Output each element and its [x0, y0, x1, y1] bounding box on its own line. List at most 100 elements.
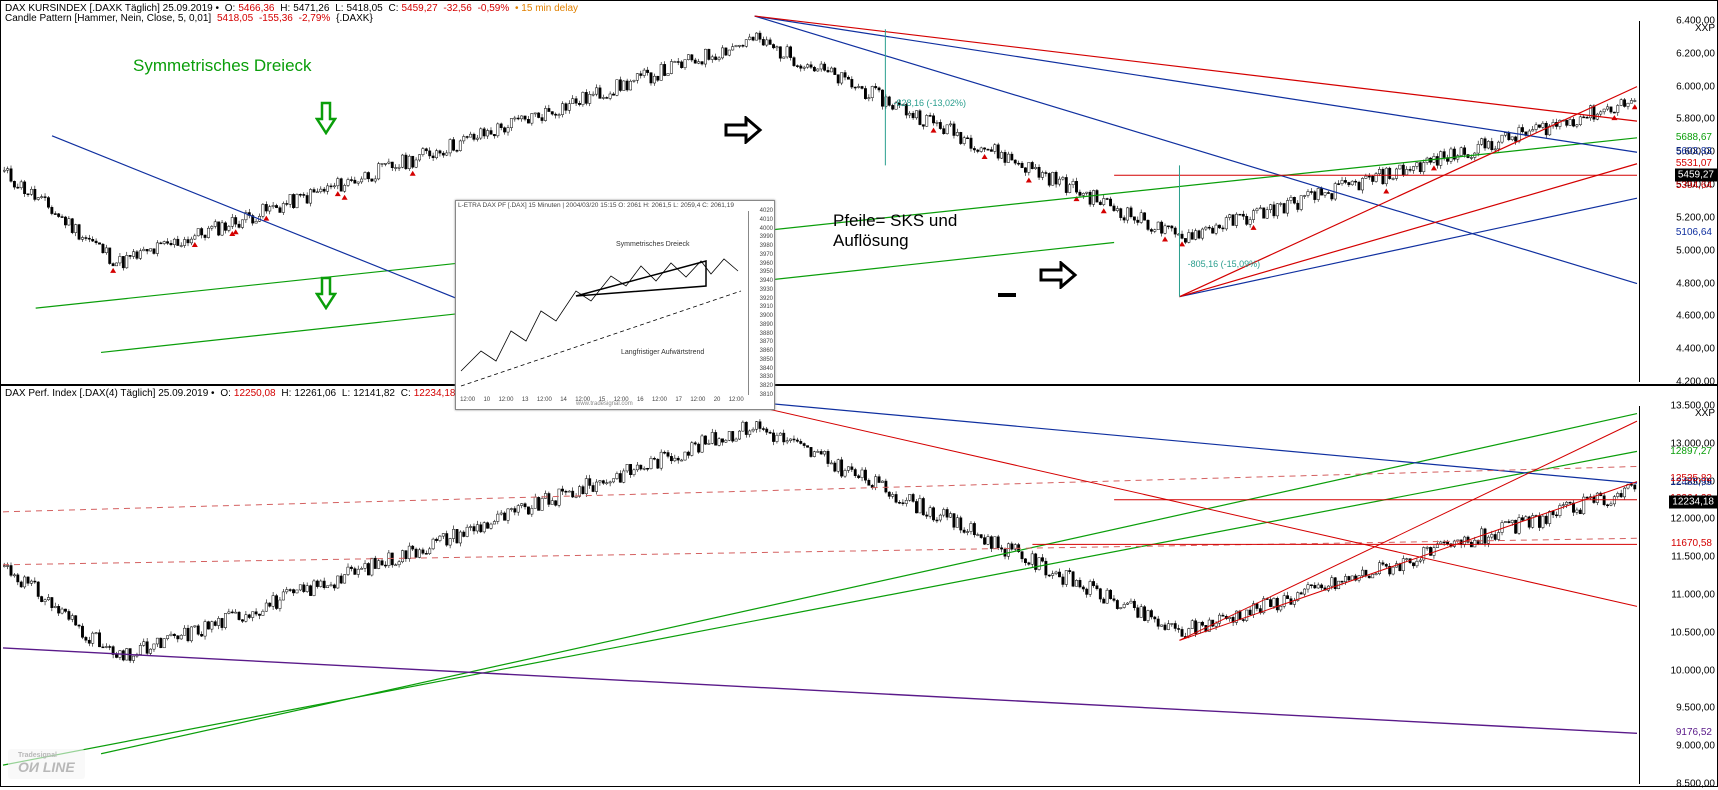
dash-mark-icon [998, 293, 1016, 297]
hdr-chg: -32,56 [443, 3, 471, 14]
chart-panel-top[interactable]: DAX KURSINDEX [.DAXK Täglich] 25.09.2019… [0, 0, 1718, 385]
inset-y-tick: 3960 [760, 261, 773, 267]
inset-x-tick: 12:00 [496, 397, 515, 403]
y-tick: 4.800,00 [1676, 278, 1715, 289]
y-tick: 6.400,00 [1676, 16, 1715, 27]
y-tick: 13.500,00 [1671, 401, 1716, 412]
inset-x-tick: 14 [554, 397, 573, 403]
arrow-down-green-icon [315, 101, 337, 140]
annot-title-green: Symmetrisches Dreieck [133, 56, 312, 76]
y-tick: 9.500,00 [1676, 703, 1715, 714]
price-level-label: 5106,64 [1673, 227, 1715, 239]
hdr-c-k: C: [388, 3, 398, 14]
inset-x-tick: 13 [516, 397, 535, 403]
y-axis-top: XXP 6.400,006.200,006.000,005.800,005.60… [1639, 21, 1717, 382]
inset-x-tick: 12:00 [573, 397, 592, 403]
inset-x-tick: 12:00 [612, 397, 631, 403]
inset-triangle-label: Symmetrisches Dreieck [616, 241, 690, 248]
inset-y-tick: 3940 [760, 278, 773, 284]
y-tick: 5.000,00 [1676, 245, 1715, 256]
plot-area-top[interactable]: Symmetrisches Dreieck Pfeile= SKS und Au… [3, 21, 1637, 382]
y-tick: 11.000,00 [1671, 590, 1715, 601]
inset-x-tick: 12:00 [727, 397, 746, 403]
y-tick: 5.200,00 [1676, 212, 1715, 223]
price-level-label: 11670,58 [1668, 538, 1715, 550]
hdr-l-k: L: [342, 388, 350, 399]
price-level-label: 5531,07 [1673, 158, 1715, 170]
inset-trend-label: Langfristiger Aufwärtstrend [621, 349, 704, 356]
hdr-pre: DAX Perf. Index [.DAX(4) Täglich] 25.09.… [5, 388, 215, 399]
inset-y-tick: 3950 [760, 269, 773, 275]
measure-label: -828,16 (-13,02%) [894, 98, 967, 108]
y-tick: 4.600,00 [1676, 311, 1715, 322]
inset-y-tick: 4010 [760, 217, 773, 223]
inset-x-tick: 12:00 [458, 397, 477, 403]
inset-y-tick: 3970 [760, 252, 773, 258]
inset-y-tick: 3840 [760, 366, 773, 372]
inset-x-tick: 15 [592, 397, 611, 403]
inset-x-axis: 12:001012:001312:001412:001512:001612:00… [458, 397, 746, 407]
y-tick: 10.000,00 [1671, 665, 1716, 676]
inset-y-tick: 3930 [760, 287, 773, 293]
price-level-label: 12535,82 [1667, 473, 1715, 485]
y-tick: 9.000,00 [1676, 741, 1715, 752]
inset-y-tick: 3980 [760, 243, 773, 249]
inset-y-tick: 3920 [760, 296, 773, 302]
y-tick: 6.000,00 [1676, 81, 1715, 92]
inset-y-tick: 3910 [760, 304, 773, 310]
annot-pfeile-l2: Auflösung [833, 231, 909, 250]
inset-y-tick: 3810 [760, 392, 773, 398]
measure-label: -805,16 (-15,09%) [1188, 259, 1261, 269]
inset-x-tick: 12:00 [650, 397, 669, 403]
inset-x-tick: 10 [477, 397, 496, 403]
hdr-c: 5459,27 [401, 3, 437, 14]
price-level-label: 5603,83 [1673, 146, 1715, 158]
annot-pfeile: Pfeile= SKS und Auflösung [833, 211, 957, 250]
page-root: DAX KURSINDEX [.DAXK Täglich] 25.09.2019… [0, 0, 1718, 787]
annot-pfeile-l1: Pfeile= SKS und [833, 211, 957, 230]
inset-y-tick: 3880 [760, 331, 773, 337]
inset-y-tick: 3860 [760, 348, 773, 354]
inset-y-tick: 3870 [760, 339, 773, 345]
inset-x-tick: 16 [631, 397, 650, 403]
inset-y-tick: 3900 [760, 313, 773, 319]
inset-plot [456, 211, 746, 396]
inset-title: L-ETRA DAX PF [.DAX] 15 Minuten | 2004/0… [458, 202, 734, 209]
arrow-right-black-icon [723, 116, 763, 149]
current-price-flag: 12234,18 [1669, 495, 1717, 508]
arrow-right-black-icon [1038, 261, 1078, 294]
logo-l2: OИ LINE [18, 759, 75, 775]
hdr-pct: -0,59% [478, 3, 510, 14]
arrow-down-green-icon [315, 276, 337, 315]
hdr-o: 12250,08 [234, 388, 276, 399]
inset-x-tick: 17 [669, 397, 688, 403]
trendlines-bot [3, 406, 1637, 784]
inset-y-tick: 3820 [760, 383, 773, 389]
inset-y-tick: 4020 [760, 208, 773, 214]
inset-y-tick: 4000 [760, 226, 773, 232]
inset-x-tick: 12:00 [535, 397, 554, 403]
price-level-label: 9176,52 [1673, 727, 1715, 739]
header-bot-line1: DAX Perf. Index [.DAX(4) Täglich] 25.09.… [5, 388, 493, 399]
y-tick: 5.800,00 [1676, 114, 1715, 125]
y-tick: 12.000,00 [1671, 514, 1716, 525]
hdr-h-k: H: [281, 388, 291, 399]
hdr-delay: • 15 min delay [515, 3, 578, 14]
y-tick: 8.500,00 [1676, 779, 1715, 790]
hdr-c: 12234,18 [414, 388, 456, 399]
inset-x-tick: 12:00 [688, 397, 707, 403]
inset-y-tick: 3850 [760, 357, 773, 363]
inset-x-tick: 20 [707, 397, 726, 403]
inset-y-tick: 3990 [760, 234, 773, 240]
hdr-l: 12141,82 [353, 388, 395, 399]
inset-y-tick: 3830 [760, 374, 773, 380]
y-tick: 10.500,00 [1671, 627, 1716, 638]
current-price-flag: 5459,27 [1675, 169, 1717, 182]
inset-y-axis: 4020 4010 4000 3990 3980 3970 3960 3950 3940 3930… [748, 211, 774, 395]
chart-panel-bottom[interactable]: DAX Perf. Index [.DAX(4) Täglich] 25.09.… [0, 385, 1718, 787]
y-tick: 6.200,00 [1676, 48, 1715, 59]
y-tick: 4.400,00 [1676, 344, 1715, 355]
price-level-label: 12897,27 [1667, 446, 1715, 458]
plot-area-bottom[interactable] [3, 406, 1637, 784]
price-level-label: 5688,67 [1673, 132, 1715, 144]
